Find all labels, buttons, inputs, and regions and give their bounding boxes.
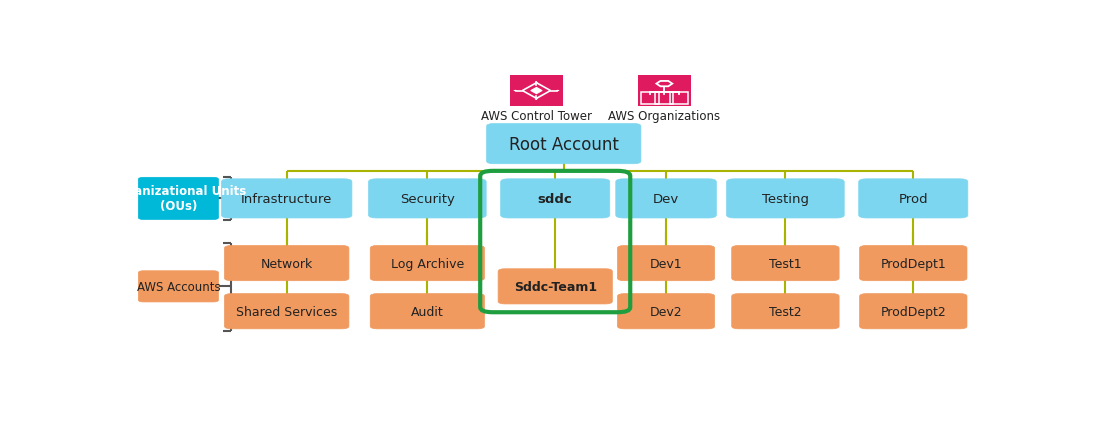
Text: Sddc-Team1: Sddc-Team1 xyxy=(514,280,597,293)
Polygon shape xyxy=(514,91,517,92)
FancyBboxPatch shape xyxy=(859,179,968,218)
Text: AWS Control Tower: AWS Control Tower xyxy=(481,110,592,123)
FancyBboxPatch shape xyxy=(139,271,219,302)
Polygon shape xyxy=(557,91,559,92)
FancyBboxPatch shape xyxy=(368,179,486,218)
FancyBboxPatch shape xyxy=(732,246,839,281)
FancyBboxPatch shape xyxy=(638,76,691,107)
Text: Security: Security xyxy=(400,193,454,206)
Text: Root Account: Root Account xyxy=(509,135,618,153)
Text: sddc: sddc xyxy=(538,193,573,206)
FancyBboxPatch shape xyxy=(500,179,609,218)
FancyBboxPatch shape xyxy=(727,179,844,218)
FancyBboxPatch shape xyxy=(221,179,352,218)
Text: Testing: Testing xyxy=(762,193,808,206)
Text: Audit: Audit xyxy=(411,305,443,318)
FancyBboxPatch shape xyxy=(371,294,484,329)
Text: ProdDept2: ProdDept2 xyxy=(880,305,946,318)
FancyBboxPatch shape xyxy=(616,179,716,218)
Text: Dev: Dev xyxy=(653,193,679,206)
Text: Network: Network xyxy=(261,257,312,270)
FancyBboxPatch shape xyxy=(224,246,349,281)
Polygon shape xyxy=(531,88,542,95)
FancyBboxPatch shape xyxy=(486,124,641,164)
Polygon shape xyxy=(536,99,538,100)
Text: Test1: Test1 xyxy=(769,257,802,270)
FancyBboxPatch shape xyxy=(139,178,219,220)
Text: Dev2: Dev2 xyxy=(650,305,682,318)
FancyBboxPatch shape xyxy=(498,269,613,304)
Text: ProdDept1: ProdDept1 xyxy=(880,257,946,270)
FancyBboxPatch shape xyxy=(732,294,839,329)
FancyBboxPatch shape xyxy=(617,246,715,281)
FancyBboxPatch shape xyxy=(859,246,967,281)
FancyBboxPatch shape xyxy=(510,76,563,107)
Text: Prod: Prod xyxy=(899,193,928,206)
Text: Log Archive: Log Archive xyxy=(390,257,464,270)
Text: Shared Services: Shared Services xyxy=(236,305,338,318)
Text: Test2: Test2 xyxy=(769,305,802,318)
Text: Infrastructure: Infrastructure xyxy=(241,193,332,206)
FancyBboxPatch shape xyxy=(859,294,967,329)
FancyBboxPatch shape xyxy=(617,294,715,329)
FancyBboxPatch shape xyxy=(371,246,484,281)
Text: AWS Organizations: AWS Organizations xyxy=(608,110,720,123)
Text: Organizational Units
(OUs): Organizational Units (OUs) xyxy=(110,185,246,213)
Text: AWS Accounts: AWS Accounts xyxy=(136,280,220,293)
FancyBboxPatch shape xyxy=(224,294,349,329)
Text: Dev1: Dev1 xyxy=(650,257,682,270)
